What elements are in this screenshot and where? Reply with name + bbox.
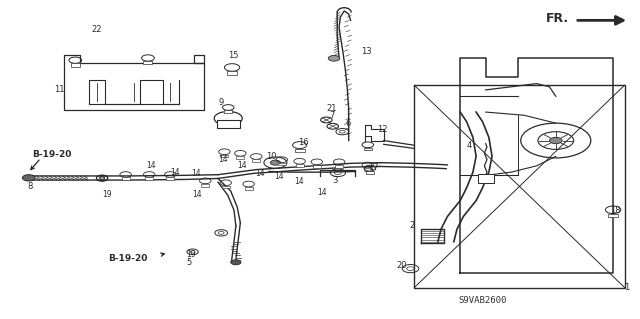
Text: FR.: FR. (545, 12, 568, 25)
Bar (335, 165, 343, 167)
Bar (122, 177, 130, 180)
Circle shape (328, 56, 340, 61)
Bar (221, 186, 230, 189)
Text: 20: 20 (396, 261, 407, 270)
Text: B-19-20: B-19-20 (108, 254, 148, 263)
Bar (224, 110, 232, 113)
Text: 15: 15 (228, 51, 238, 60)
Text: 3: 3 (333, 175, 338, 185)
Text: 19: 19 (102, 190, 112, 199)
Text: 14: 14 (193, 190, 202, 199)
Text: 10: 10 (266, 152, 276, 161)
Bar (220, 155, 228, 158)
Bar (296, 164, 303, 167)
Circle shape (231, 260, 241, 265)
Circle shape (549, 137, 562, 144)
Text: 7: 7 (330, 111, 335, 120)
Bar (478, 174, 494, 183)
Text: 4: 4 (467, 141, 472, 150)
Bar (608, 214, 618, 217)
Text: 6: 6 (346, 119, 351, 128)
Text: 18: 18 (610, 206, 621, 215)
Bar (294, 149, 305, 152)
Text: 9: 9 (218, 98, 223, 107)
Bar (202, 184, 209, 187)
Bar (252, 160, 260, 162)
Bar (364, 148, 372, 151)
Text: B-19-20: B-19-20 (32, 150, 71, 159)
Bar (143, 61, 152, 64)
Bar (236, 156, 244, 159)
Text: 14: 14 (317, 188, 326, 197)
Text: 1: 1 (625, 283, 630, 292)
Bar (227, 71, 237, 75)
Text: 12: 12 (378, 125, 388, 134)
Bar (71, 63, 80, 67)
Text: 14: 14 (237, 161, 247, 170)
Text: 14: 14 (274, 172, 284, 182)
Text: 5: 5 (186, 258, 191, 267)
Text: 16: 16 (298, 137, 308, 147)
Text: 14: 14 (255, 169, 264, 178)
Circle shape (270, 160, 280, 165)
Circle shape (22, 175, 35, 181)
Text: 14: 14 (294, 177, 304, 186)
Text: 21: 21 (326, 104, 337, 113)
Text: 8: 8 (27, 182, 32, 191)
Text: 2: 2 (409, 221, 415, 230)
Text: 17: 17 (368, 163, 378, 172)
Bar (313, 165, 321, 167)
Text: 14: 14 (191, 169, 201, 178)
Bar (244, 187, 253, 190)
Text: 11: 11 (54, 85, 65, 94)
Text: 14: 14 (147, 161, 156, 170)
Text: S9VAB2600: S9VAB2600 (458, 296, 507, 305)
Bar (166, 177, 174, 180)
Bar (217, 120, 240, 128)
Bar (278, 162, 286, 165)
Text: 19: 19 (186, 250, 196, 259)
Text: 13: 13 (362, 48, 372, 56)
Bar (365, 171, 374, 174)
Text: 14: 14 (170, 168, 180, 177)
Text: 14: 14 (218, 155, 228, 164)
Bar (364, 168, 372, 171)
Bar (414, 85, 625, 287)
Text: 22: 22 (92, 25, 102, 34)
Bar (145, 177, 153, 180)
